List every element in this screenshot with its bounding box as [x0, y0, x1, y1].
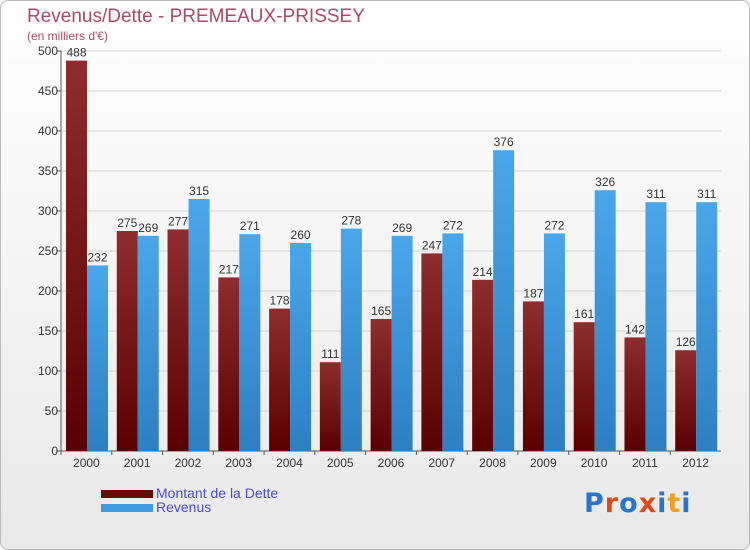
- bar-dette: [167, 229, 189, 451]
- logo-letter: P: [584, 488, 605, 519]
- x-tick-label: 2004: [276, 456, 303, 470]
- bar-revenus: [493, 150, 515, 451]
- data-label-revenus: 272: [443, 218, 463, 232]
- x-tick-label: 2003: [225, 456, 252, 470]
- y-tick-label: 500: [38, 44, 58, 58]
- data-label-dette: 217: [219, 262, 239, 276]
- legend-swatch-revenus: [101, 504, 153, 512]
- logo-letter: r: [604, 488, 620, 519]
- x-tick-label: 2009: [530, 456, 557, 470]
- data-label-dette: 277: [168, 214, 188, 228]
- y-tick-label: 200: [38, 284, 58, 298]
- data-label-dette: 111: [321, 347, 340, 361]
- bar-dette: [421, 253, 443, 451]
- legend-label-dette: Montant de la Dette: [156, 485, 279, 501]
- logo-letter: t: [667, 488, 682, 519]
- bar-revenus: [137, 235, 159, 451]
- bar-dette: [116, 231, 138, 451]
- axes: 0 50 100 150 200 250 300 350 400 450 500 2000 2001 20…: [38, 44, 721, 470]
- bar-revenus: [391, 235, 413, 451]
- bar-dette: [472, 279, 494, 451]
- bar-revenus: [188, 199, 210, 451]
- data-label-dette: 142: [625, 322, 645, 336]
- x-tick-label: 2010: [581, 456, 608, 470]
- x-tick-label: 2008: [479, 456, 506, 470]
- y-tick-label: 100: [38, 364, 58, 378]
- bars: [66, 60, 718, 451]
- data-label-revenus: 315: [189, 184, 209, 198]
- chart-subtitle: (en milliers d'€): [27, 29, 108, 43]
- data-label-dette: 165: [371, 304, 391, 318]
- x-tick-label: 2007: [428, 456, 455, 470]
- x-tick-label: 2002: [175, 456, 202, 470]
- x-tick-label: 2012: [682, 456, 709, 470]
- bar-dette: [370, 319, 392, 451]
- logo-letter: i: [681, 488, 692, 519]
- y-tick-label: 350: [38, 164, 58, 178]
- proxiti-logo: Proxiti: [584, 488, 692, 519]
- bar-dette: [573, 322, 595, 451]
- data-label-revenus: 278: [341, 214, 361, 228]
- bar-revenus: [645, 202, 667, 451]
- y-tick-label: 250: [38, 244, 58, 258]
- bar-revenus: [87, 265, 108, 451]
- logo-letter: o: [619, 488, 639, 519]
- bar-dette: [522, 301, 544, 451]
- data-label-revenus: 269: [138, 221, 158, 235]
- y-tick-label: 450: [38, 84, 58, 98]
- y-tick-label: 400: [38, 124, 58, 138]
- data-label-revenus: 311: [697, 187, 716, 201]
- bar-dette: [218, 277, 240, 451]
- data-label-revenus: 232: [87, 250, 107, 264]
- y-tick-label: 150: [38, 324, 58, 338]
- y-tick-label: 300: [38, 204, 58, 218]
- data-label-revenus: 311: [646, 187, 665, 201]
- bar-dette: [66, 60, 87, 451]
- x-tick-label: 2006: [378, 456, 405, 470]
- data-label-revenus: 326: [595, 175, 615, 189]
- data-label-dette: 247: [422, 238, 442, 252]
- bar-dette: [269, 308, 291, 451]
- data-label-dette: 214: [473, 265, 493, 279]
- logo-letter: i: [657, 488, 668, 519]
- x-tick-label: 2001: [124, 456, 151, 470]
- data-label-revenus: 260: [291, 228, 311, 242]
- bar-revenus: [239, 234, 261, 451]
- x-tick-label: 2005: [327, 456, 354, 470]
- data-label-dette: 161: [574, 307, 594, 321]
- y-tick-label: 50: [45, 404, 59, 418]
- data-label-dette: 178: [270, 294, 290, 308]
- bar-dette: [319, 362, 341, 451]
- data-label-dette: 126: [676, 335, 696, 349]
- x-tick-label: 2011: [632, 456, 658, 470]
- bar-revenus: [290, 243, 312, 451]
- data-label-dette: 275: [117, 216, 137, 230]
- logo-letter: x: [638, 488, 658, 519]
- data-label-revenus: 376: [494, 135, 514, 149]
- chart-title: Revenus/Dette - PREMEAUX-PRISSEY: [27, 6, 365, 27]
- bar-revenus: [340, 228, 362, 451]
- bar-dette: [624, 337, 646, 451]
- data-label-revenus: 269: [392, 221, 412, 235]
- y-tick-label: 0: [51, 444, 58, 458]
- bar-dette: [675, 350, 697, 451]
- bar-revenus: [696, 202, 718, 451]
- data-label-dette: 187: [523, 286, 543, 300]
- legend-label-revenus: Revenus: [156, 499, 212, 515]
- x-tick-label: 2000: [73, 456, 100, 470]
- data-label-revenus: 271: [240, 219, 260, 233]
- data-label-revenus: 272: [544, 218, 564, 232]
- bar-revenus: [594, 190, 616, 451]
- bar-revenus: [442, 233, 464, 451]
- legend-swatch-dette: [101, 490, 153, 498]
- bar-revenus: [543, 233, 565, 451]
- data-label-dette: 488: [66, 46, 86, 60]
